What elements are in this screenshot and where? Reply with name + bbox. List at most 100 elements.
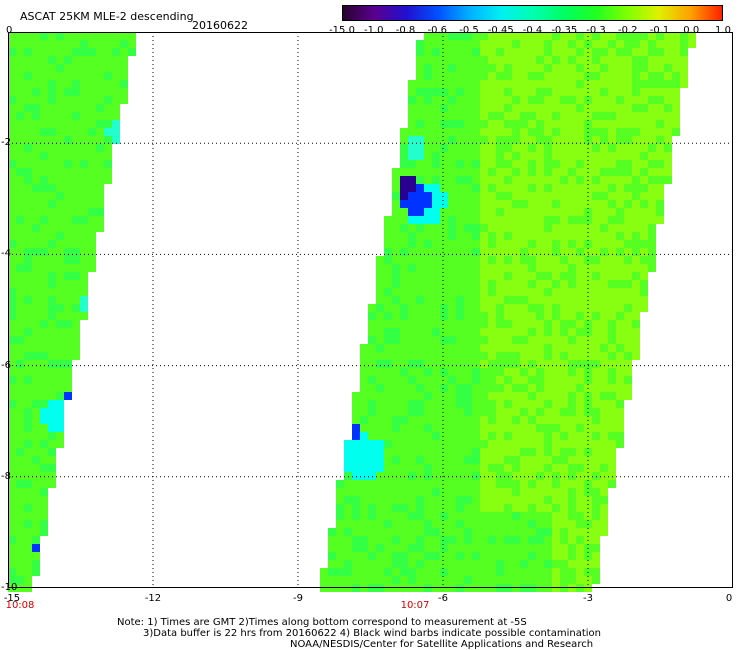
swath-cell: [504, 488, 512, 496]
swath-cell: [632, 264, 640, 272]
swath-cell: [472, 376, 480, 384]
swath-cell: [480, 552, 488, 560]
swath-cell: [32, 32, 40, 40]
swath-cell: [376, 448, 384, 456]
swath-cell: [344, 576, 352, 584]
swath-cell: [8, 520, 16, 528]
swath-cell: [64, 248, 72, 256]
swath-cell: [544, 328, 552, 336]
swath-cell: [504, 160, 512, 168]
swath-cell: [440, 216, 448, 224]
swath-cell: [440, 224, 448, 232]
swath-cell: [552, 72, 560, 80]
grid-layer: [8, 32, 733, 588]
swath-cell: [616, 384, 624, 392]
swath-cell: [376, 368, 384, 376]
swath-cell: [400, 552, 408, 560]
swath-cell: [464, 480, 472, 488]
swath-cell: [400, 576, 408, 584]
swath-cell: [56, 144, 64, 152]
swath-cell: [568, 504, 576, 512]
swath-cell: [424, 224, 432, 232]
note-line-3: NOAA/NESDIS/Center for Satellite Applica…: [290, 639, 594, 650]
swath-cell: [528, 96, 536, 104]
swath-cell: [432, 312, 440, 320]
swath-cell: [496, 336, 504, 344]
swath-cell: [544, 352, 552, 360]
swath-cell: [576, 576, 584, 584]
swath-cell: [456, 528, 464, 536]
swath-cell: [56, 392, 64, 400]
swath-cell: [424, 232, 432, 240]
x-tick-label: -6: [438, 593, 448, 604]
swath-cell: [40, 112, 48, 120]
swath-cell: [472, 416, 480, 424]
swath-cell: [616, 416, 624, 424]
swath-cell: [488, 136, 496, 144]
swath-cell: [8, 272, 16, 280]
swath-cell: [464, 96, 472, 104]
swath-cell: [104, 136, 112, 144]
swath-cell: [488, 392, 496, 400]
swath-cell: [368, 312, 376, 320]
swath-cell: [504, 520, 512, 528]
swath-cell: [432, 392, 440, 400]
swath-cell: [520, 120, 528, 128]
swath-cell: [608, 408, 616, 416]
swath-cell: [616, 184, 624, 192]
swath-cell: [488, 64, 496, 72]
swath-cell: [480, 544, 488, 552]
swath-cell: [456, 376, 464, 384]
swath-cell: [416, 440, 424, 448]
swath-cell: [448, 544, 456, 552]
swath-cell: [456, 472, 464, 480]
swath-cell: [24, 320, 32, 328]
swath-cell: [608, 424, 616, 432]
swath-cell: [408, 112, 416, 120]
swath-cell: [440, 280, 448, 288]
swath-cell: [488, 552, 496, 560]
swath-cell: [608, 312, 616, 320]
swath-cell: [512, 376, 520, 384]
swath-cell: [520, 512, 528, 520]
swath-cell: [8, 360, 16, 368]
swath-cell: [568, 432, 576, 440]
swath-cell: [472, 384, 480, 392]
swath-cell: [408, 272, 416, 280]
swath-cell: [576, 264, 584, 272]
swath-cell: [648, 152, 656, 160]
swath-cell: [32, 152, 40, 160]
swath-cell: [672, 104, 680, 112]
swath-cell: [648, 216, 656, 224]
swath-cell: [408, 128, 416, 136]
swath-cell: [80, 256, 88, 264]
swath-cell: [592, 496, 600, 504]
swath-cell: [464, 432, 472, 440]
swath-cell: [608, 216, 616, 224]
swath-cell: [520, 504, 528, 512]
swath-cell: [496, 296, 504, 304]
swath-cell: [632, 128, 640, 136]
swath-cell: [536, 184, 544, 192]
swath-cell: [600, 304, 608, 312]
swath-cell: [104, 160, 112, 168]
swath-cell: [440, 88, 448, 96]
swath-cell: [416, 536, 424, 544]
swath-cell: [8, 392, 16, 400]
swath-cell: [424, 520, 432, 528]
swath-cell: [8, 464, 16, 472]
swath-cell: [96, 144, 104, 152]
swath-cell: [432, 552, 440, 560]
swath-cell: [632, 288, 640, 296]
swath-cell: [512, 56, 520, 64]
swath-cell: [504, 408, 512, 416]
swath-cell: [448, 216, 456, 224]
swath-cell: [464, 136, 472, 144]
swath-cell: [472, 208, 480, 216]
swath-cell: [568, 384, 576, 392]
swath-cell: [576, 552, 584, 560]
swath-cell: [32, 568, 40, 576]
swath-cell: [416, 88, 424, 96]
swath-cell: [528, 480, 536, 488]
swath-cell: [512, 432, 520, 440]
